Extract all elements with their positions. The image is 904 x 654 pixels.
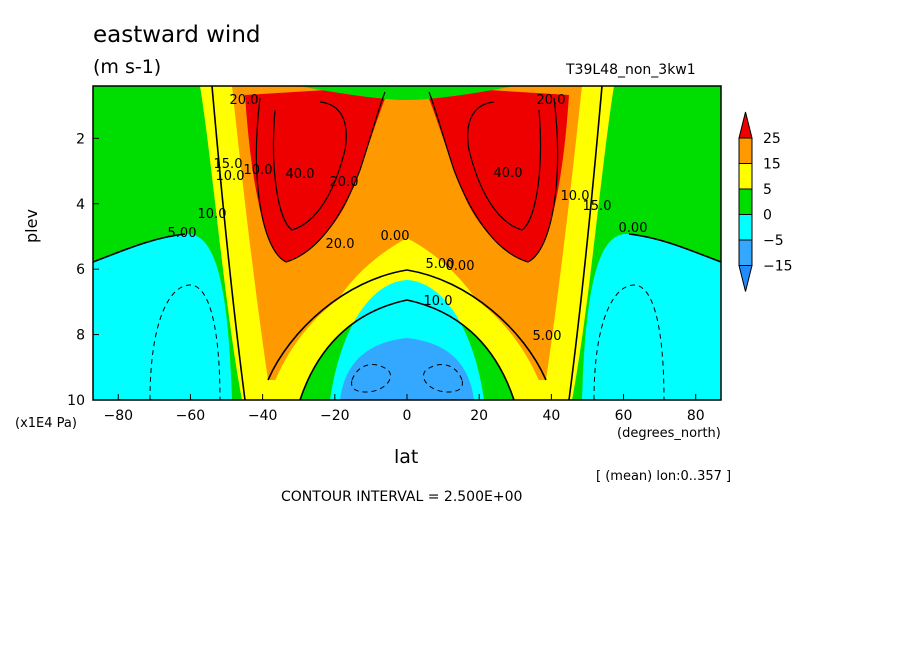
contour-line	[467, 101, 542, 231]
chart-units: (m s-1)	[93, 56, 162, 78]
negative-contour-line	[593, 284, 665, 400]
contour-label: 20.0	[326, 237, 355, 252]
chart-title: eastward wind	[93, 22, 261, 48]
region-jet-north	[424, 86, 569, 262]
contour-line	[211, 86, 246, 400]
contour-label: 20.0	[537, 93, 566, 108]
contour-line	[568, 86, 603, 400]
contour-line	[628, 233, 721, 263]
x-axis-label: lat	[394, 446, 419, 468]
y-axis-unit: (x1E4 Pa)	[15, 416, 77, 431]
contour-line	[428, 91, 559, 263]
contour-label: 10.0	[424, 294, 453, 309]
colorbar-label: 5	[763, 182, 772, 198]
contour-label: 20.0	[330, 175, 359, 190]
region-upper-green	[300, 86, 514, 100]
contour-label: 5.00	[168, 226, 197, 241]
x-tick-label: 60	[615, 408, 633, 424]
contour-line	[299, 299, 515, 400]
contour-label: 20.0	[230, 93, 259, 108]
colorbar-swatch	[738, 239, 753, 266]
x-tick-label: 0	[403, 408, 412, 424]
y-tick-label: 8	[76, 328, 85, 344]
contour-label: 10.0	[216, 169, 245, 184]
x-tick-label: 40	[542, 408, 560, 424]
contour-label: 10.0	[244, 163, 273, 178]
colorbar-cap-bottom	[738, 265, 753, 292]
x-tick-label: −40	[248, 408, 278, 424]
contour-interval: CONTOUR INTERVAL = 2.500E+00	[281, 489, 523, 505]
colorbar-cap-top	[738, 111, 753, 139]
colorbar-label: 15	[763, 157, 781, 173]
region-negative-south	[93, 233, 232, 400]
x-axis: −80 −60 −40 −20 0 20 40 60 80	[103, 394, 705, 424]
contour-label: 10.0	[198, 207, 227, 222]
colorbar: 25 15 5 0 −5 −15	[738, 111, 793, 292]
contour-label: 15.0	[214, 157, 243, 172]
x-axis-unit: (degrees_north)	[617, 426, 721, 441]
region-jet-south	[245, 86, 390, 262]
x-tick-label: −20	[320, 408, 350, 424]
colorbar-label: −15	[763, 259, 793, 275]
region-easterly-core	[340, 338, 474, 400]
colorbar-swatch	[738, 163, 753, 190]
contour-line	[267, 269, 547, 381]
contour-labels: 20.010.020.015.010.0 40.020.010.05.00 0.00…	[168, 93, 648, 344]
contour-label: 0.00	[619, 221, 648, 236]
negative-contour-line	[351, 364, 391, 393]
contour-line	[272, 101, 347, 231]
contour-label: 40.0	[286, 167, 315, 182]
run-name: T39L48_non_3kw1	[566, 62, 696, 78]
contour-lines	[93, 86, 721, 400]
filled-contour-field	[93, 86, 721, 400]
y-tick-label: 4	[76, 197, 85, 213]
y-tick-label: 10	[67, 393, 85, 409]
y-tick-label: 6	[76, 262, 85, 278]
contour-label: 10.0	[561, 189, 590, 204]
negative-contour-line	[423, 364, 463, 393]
y-axis: 2 4 6 8 10	[67, 131, 99, 409]
colorbar-swatch	[738, 188, 753, 215]
region-negative-north	[582, 233, 721, 400]
y-tick-label: 2	[76, 131, 85, 147]
contour-label: 40.0	[494, 166, 523, 181]
contour-line	[255, 91, 386, 263]
colorbar-swatch	[738, 214, 753, 241]
x-tick-label: −80	[103, 408, 133, 424]
contour-label: 5.00	[426, 257, 455, 272]
contour-label: 5.00	[533, 329, 562, 344]
x-tick-label: 20	[470, 408, 488, 424]
colorbar-label: 25	[763, 131, 781, 147]
contour-label: 15.0	[583, 199, 612, 214]
colorbar-swatch	[738, 137, 753, 164]
contour-label: 0.00	[446, 259, 475, 274]
contour-line	[93, 233, 186, 263]
colorbar-label: −5	[763, 233, 784, 249]
x-tick-label: −60	[176, 408, 206, 424]
negative-contour-line	[149, 284, 221, 400]
x-tick-label: 80	[687, 408, 705, 424]
footnote: [ (mean) lon:0..357 ]	[596, 469, 732, 484]
contour-label: 0.00	[381, 229, 410, 244]
colorbar-label: 0	[763, 208, 772, 224]
